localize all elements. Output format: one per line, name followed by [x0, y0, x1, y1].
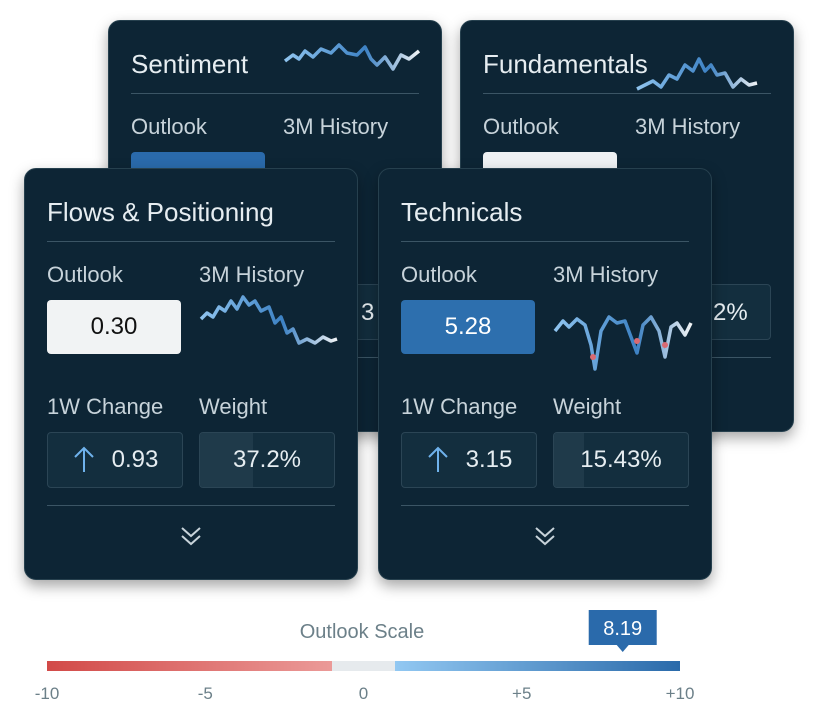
divider: [483, 93, 771, 94]
card: Technicals Outlook 3M History 5.28 1W Change…: [378, 168, 712, 580]
expand-button[interactable]: [533, 524, 557, 548]
chevron: [535, 527, 555, 546]
weight-fill: [554, 433, 584, 487]
weight-box: 37.2%: [199, 432, 335, 488]
outlook-scale: Outlook Scale -10 -5 0 +5 +10 8.19: [35, 610, 695, 703]
sparkline: [636, 57, 758, 91]
outlook-value: 5.28: [444, 313, 492, 340]
sparkline-path: [283, 43, 421, 71]
up-arrow: [73, 446, 94, 472]
outlook-label: Outlook: [47, 262, 123, 287]
card-title: Sentiment: [131, 49, 249, 79]
weight-value: 15.43%: [580, 446, 662, 473]
card-title: Fundamentals: [483, 49, 648, 79]
sparkline-path: [636, 57, 758, 91]
scale-neutral: [332, 661, 395, 671]
expand-button[interactable]: [179, 524, 203, 548]
scale-tick-label: +10: [666, 684, 695, 703]
divider: [47, 505, 335, 506]
weight-label: Weight: [553, 394, 622, 419]
weight-value: 37.2%: [232, 446, 302, 473]
card-title: Technicals: [401, 197, 523, 227]
dip: [662, 342, 668, 348]
change-label: 1W Change: [401, 394, 518, 419]
scale-positive: [395, 661, 680, 671]
weight-label: Weight: [199, 394, 268, 419]
change-box: 0.93: [47, 432, 183, 488]
sparkline-path: [199, 295, 338, 345]
history-label: 3M History: [635, 114, 741, 139]
outlook-box: 5.28: [401, 300, 535, 354]
outlook-label: Outlook: [483, 114, 559, 139]
divider: [401, 241, 689, 242]
change-label: 1W Change: [47, 394, 164, 419]
dip: [634, 338, 640, 344]
change-value: 0.93: [111, 446, 159, 473]
chevron: [181, 527, 201, 546]
weight-box: 15.43%: [553, 432, 689, 488]
sparkline: [199, 295, 338, 345]
sparkline-path: [553, 315, 693, 371]
sparkline: [553, 315, 693, 371]
weight-fill: [200, 433, 253, 487]
card-title: Flows & Positioning: [47, 197, 274, 227]
outlook-label: Outlook: [131, 114, 207, 139]
outlook-label: Outlook: [401, 262, 477, 287]
divider: [47, 241, 335, 242]
scale-marker: [588, 610, 657, 652]
history-label: 3M History: [283, 114, 389, 139]
scale-marker-label: 8.19: [603, 618, 642, 640]
weight-fragment: 2%: [713, 299, 748, 326]
weight-fragment: 3: [361, 299, 375, 326]
dip: [590, 354, 596, 360]
up-arrow: [427, 446, 448, 472]
divider: [131, 93, 419, 94]
scale-negative: [47, 661, 332, 671]
scale-tick-label: 0: [359, 684, 368, 703]
outlook-value: 0.30: [90, 313, 138, 340]
arrow-path: [427, 446, 448, 472]
scale-tick-label: +5: [512, 684, 531, 703]
history-label: 3M History: [553, 262, 659, 287]
sparkline: [283, 43, 421, 71]
outlook-box: 0.30: [47, 300, 181, 354]
change-box: 3.15: [401, 432, 537, 488]
history-label: 3M History: [199, 262, 305, 287]
arrow-path: [73, 446, 94, 472]
scale-tick-label: -5: [198, 684, 213, 703]
divider: [401, 505, 689, 506]
scale-tick-label: -10: [35, 684, 60, 703]
scale-title: Outlook Scale: [300, 621, 425, 643]
change-value: 3.15: [465, 446, 513, 473]
card: Flows & Positioning Outlook 3M History 0.30…: [24, 168, 358, 580]
